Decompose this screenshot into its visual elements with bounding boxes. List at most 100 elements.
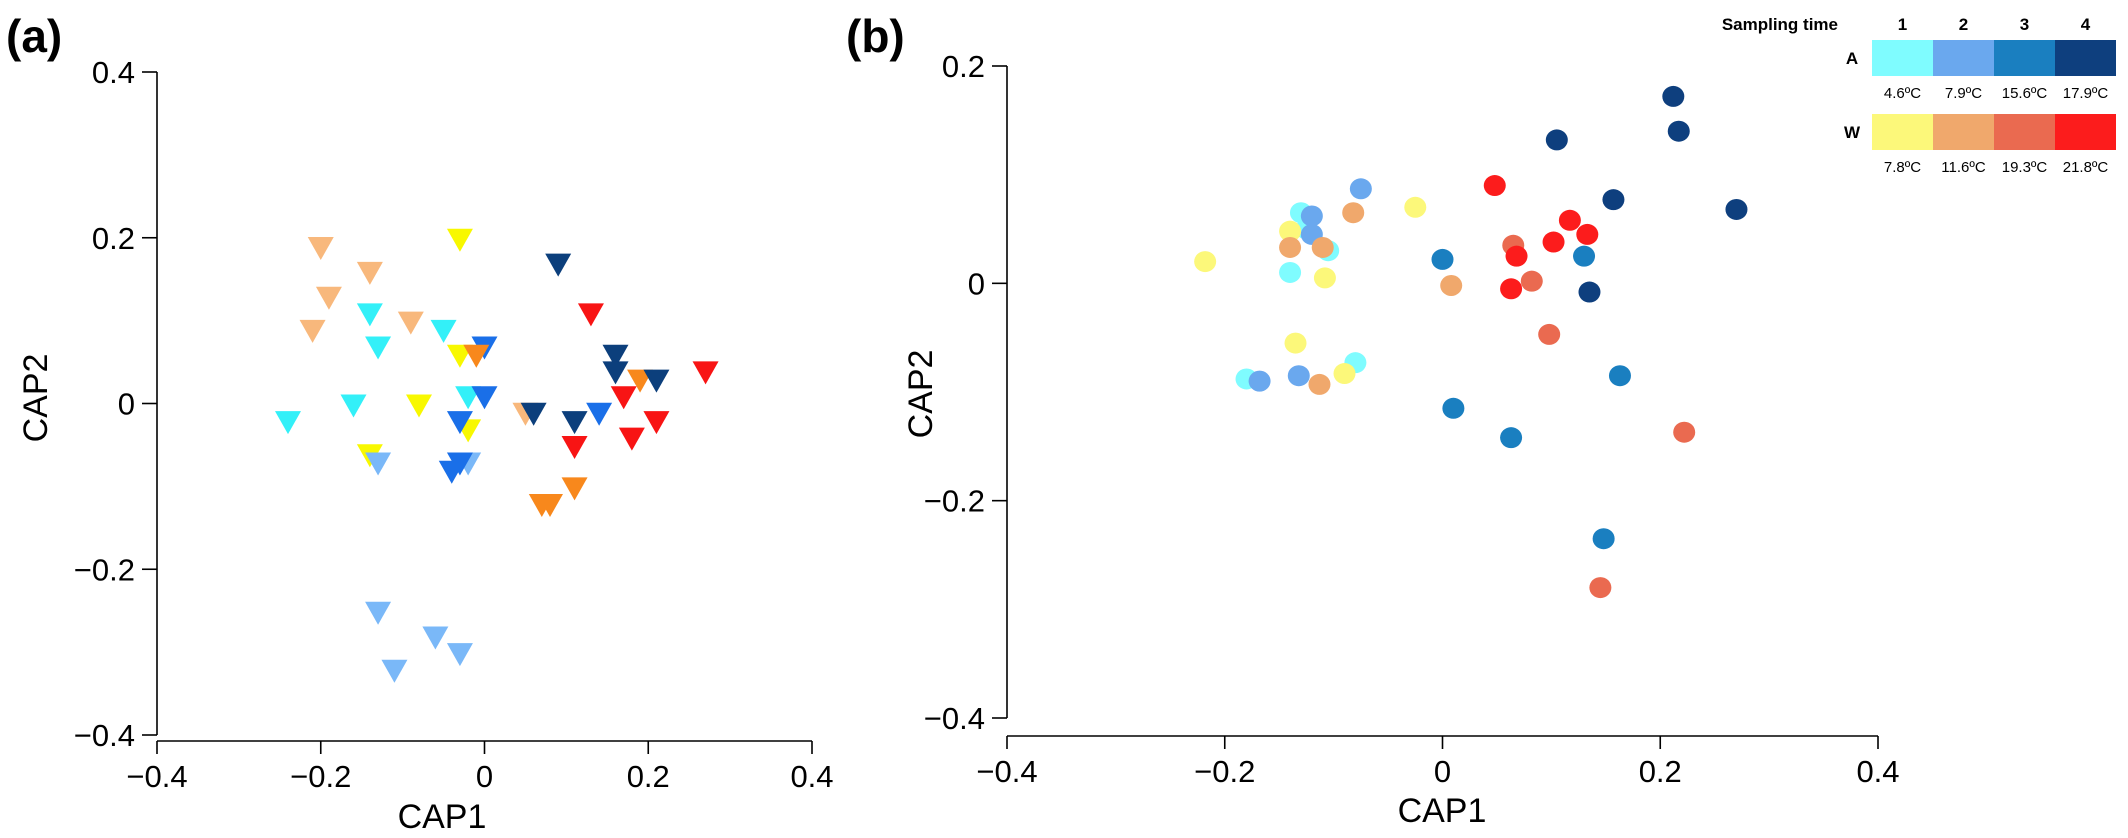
- y-tick-label: −0.2: [74, 552, 135, 587]
- data-point: [627, 369, 654, 393]
- data-point: [340, 394, 367, 418]
- data-point: [1576, 223, 1599, 245]
- data-point: [1279, 261, 1302, 283]
- data-point: [1248, 370, 1271, 392]
- data-point: [1431, 248, 1454, 270]
- data-point: [365, 601, 392, 625]
- data-point: [406, 394, 432, 418]
- legend-body: 1 2 3 4 A 4.6ºC 7.9ºC 15.6ºC 17.9ºC W 7.8ºC 11.6ºC 1…: [1844, 15, 2116, 176]
- data-point: [602, 344, 629, 368]
- legend-temperature-label: 17.9ºC: [2063, 85, 2109, 102]
- panel-b-points: [1194, 85, 1748, 599]
- data-point: [397, 311, 424, 335]
- data-point: [561, 435, 588, 459]
- legend-column-label: 3: [2020, 15, 2029, 34]
- data-point: [1194, 251, 1217, 273]
- legend-swatch: [1872, 114, 1933, 150]
- data-point: [1440, 275, 1463, 297]
- legend-swatch: [2055, 40, 2116, 76]
- data-point: [446, 643, 473, 667]
- data-point: [1500, 427, 1523, 449]
- legend-column-label: 4: [2081, 15, 2091, 34]
- data-point: [1667, 120, 1690, 142]
- x-tick-label: 0: [476, 759, 493, 794]
- data-point: [1308, 373, 1331, 395]
- panel-a-x-axis-label: CAP1: [398, 798, 487, 836]
- data-point: [618, 427, 645, 451]
- data-point: [1287, 365, 1310, 387]
- data-point: [692, 361, 719, 385]
- data-point: [1505, 245, 1528, 267]
- data-point: [1342, 202, 1365, 224]
- panel-b-label: (b): [846, 10, 905, 62]
- data-point: [471, 386, 498, 410]
- y-tick-label: 0.2: [942, 49, 985, 84]
- data-point: [430, 319, 457, 343]
- panel-b-x-axis-label: CAP1: [1398, 792, 1487, 830]
- x-tick-label: −0.4: [976, 754, 1037, 789]
- panel-a-label: (a): [6, 10, 62, 62]
- data-point: [315, 286, 342, 310]
- legend-temperature-label: 7.9ºC: [1945, 85, 1982, 102]
- data-point: [1558, 209, 1581, 231]
- data-point: [537, 493, 563, 517]
- panel-b: (b) −0.4 −0.2 0 0.2 −0.4 −0.2 0 0.2 0.4 CAP1 CAP…: [846, 10, 1900, 830]
- data-point: [1349, 178, 1372, 200]
- data-point: [1589, 577, 1612, 599]
- legend-swatch: [1872, 40, 1933, 76]
- data-point: [1300, 205, 1323, 227]
- data-point: [1483, 175, 1506, 197]
- data-point: [307, 237, 334, 261]
- y-tick-label: −0.2: [924, 484, 985, 519]
- data-point: [643, 411, 670, 435]
- data-point: [446, 411, 473, 435]
- y-tick-label: 0: [968, 266, 985, 301]
- data-point: [1311, 236, 1334, 258]
- y-tick-label: −0.4: [74, 718, 135, 753]
- x-tick-label: −0.2: [290, 759, 351, 794]
- x-tick-label: 0.2: [627, 759, 670, 794]
- data-point: [446, 228, 473, 252]
- data-point: [1333, 363, 1356, 385]
- legend-swatch: [1994, 114, 2055, 150]
- legend-swatch: [1994, 40, 2055, 76]
- data-point: [1545, 129, 1568, 151]
- panel-b-axes: [992, 65, 1879, 749]
- data-point: [1573, 245, 1596, 267]
- data-point: [1725, 198, 1748, 220]
- legend-temperature-label: 7.8ºC: [1884, 159, 1921, 176]
- data-point: [381, 659, 408, 683]
- data-point: [356, 261, 383, 285]
- data-point: [1673, 421, 1696, 443]
- data-point: [561, 411, 588, 435]
- data-point: [422, 626, 449, 650]
- data-point: [1284, 332, 1307, 354]
- legend-column-label: 2: [1959, 15, 1968, 34]
- x-tick-label: −0.4: [126, 759, 187, 794]
- legend: Sampling time 1 2 3 4 A 4.6ºC 7.9ºC 15.6ºC 17.9º…: [1722, 15, 2116, 176]
- x-tick-label: 0.4: [790, 759, 833, 794]
- data-point: [610, 386, 637, 410]
- data-point: [1279, 236, 1302, 258]
- y-tick-label: −0.4: [924, 701, 985, 736]
- data-point: [1500, 278, 1523, 300]
- y-tick-label: 0.2: [92, 221, 135, 256]
- data-point: [1662, 85, 1685, 107]
- panel-b-tick-labels: −0.4 −0.2 0 0.2 −0.4 −0.2 0 0.2 0.4: [924, 49, 1900, 789]
- data-point: [602, 361, 629, 385]
- x-tick-label: 0.4: [1856, 754, 1899, 789]
- x-tick-label: 0: [1434, 754, 1451, 789]
- data-point: [356, 303, 383, 327]
- data-point: [1592, 528, 1615, 550]
- legend-row-label: A: [1846, 49, 1858, 68]
- data-point: [1520, 270, 1543, 292]
- legend-swatch: [1933, 40, 1994, 76]
- data-point: [446, 452, 473, 476]
- data-point: [561, 477, 588, 501]
- data-point: [365, 336, 392, 360]
- data-point: [545, 253, 572, 277]
- panel-a-points: [275, 228, 719, 683]
- data-point: [520, 402, 547, 426]
- legend-temperature-label: 11.6ºC: [1941, 159, 1986, 176]
